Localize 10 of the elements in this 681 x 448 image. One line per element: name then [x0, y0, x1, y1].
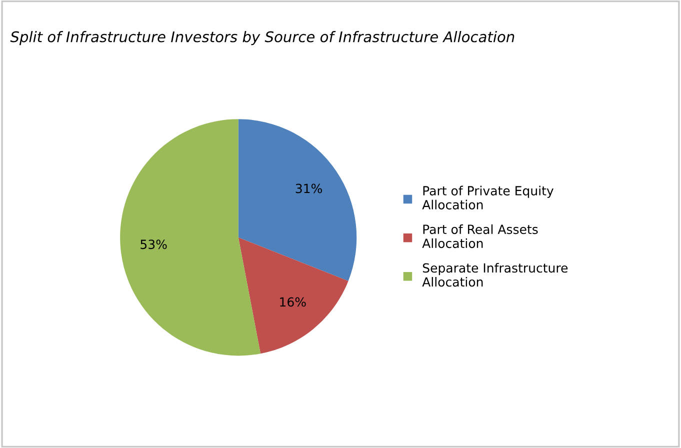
data-label: 31%: [296, 184, 322, 194]
pie-slice: [238, 237, 348, 354]
pie-slice: [238, 119, 357, 281]
legend-label: Part of Private Equity Allocation: [422, 186, 554, 210]
data-label: 16%: [280, 297, 306, 307]
legend-label: Part of Real Assets Allocation: [422, 224, 538, 248]
pie-slice: [120, 119, 261, 356]
chart-title: Split of Infrastructure Investors by Source of Infrastructure Allocation: [10, 31, 514, 46]
data-label: 53%: [140, 240, 167, 250]
legend-label: Separate Infrastructure Allocation: [422, 262, 568, 287]
